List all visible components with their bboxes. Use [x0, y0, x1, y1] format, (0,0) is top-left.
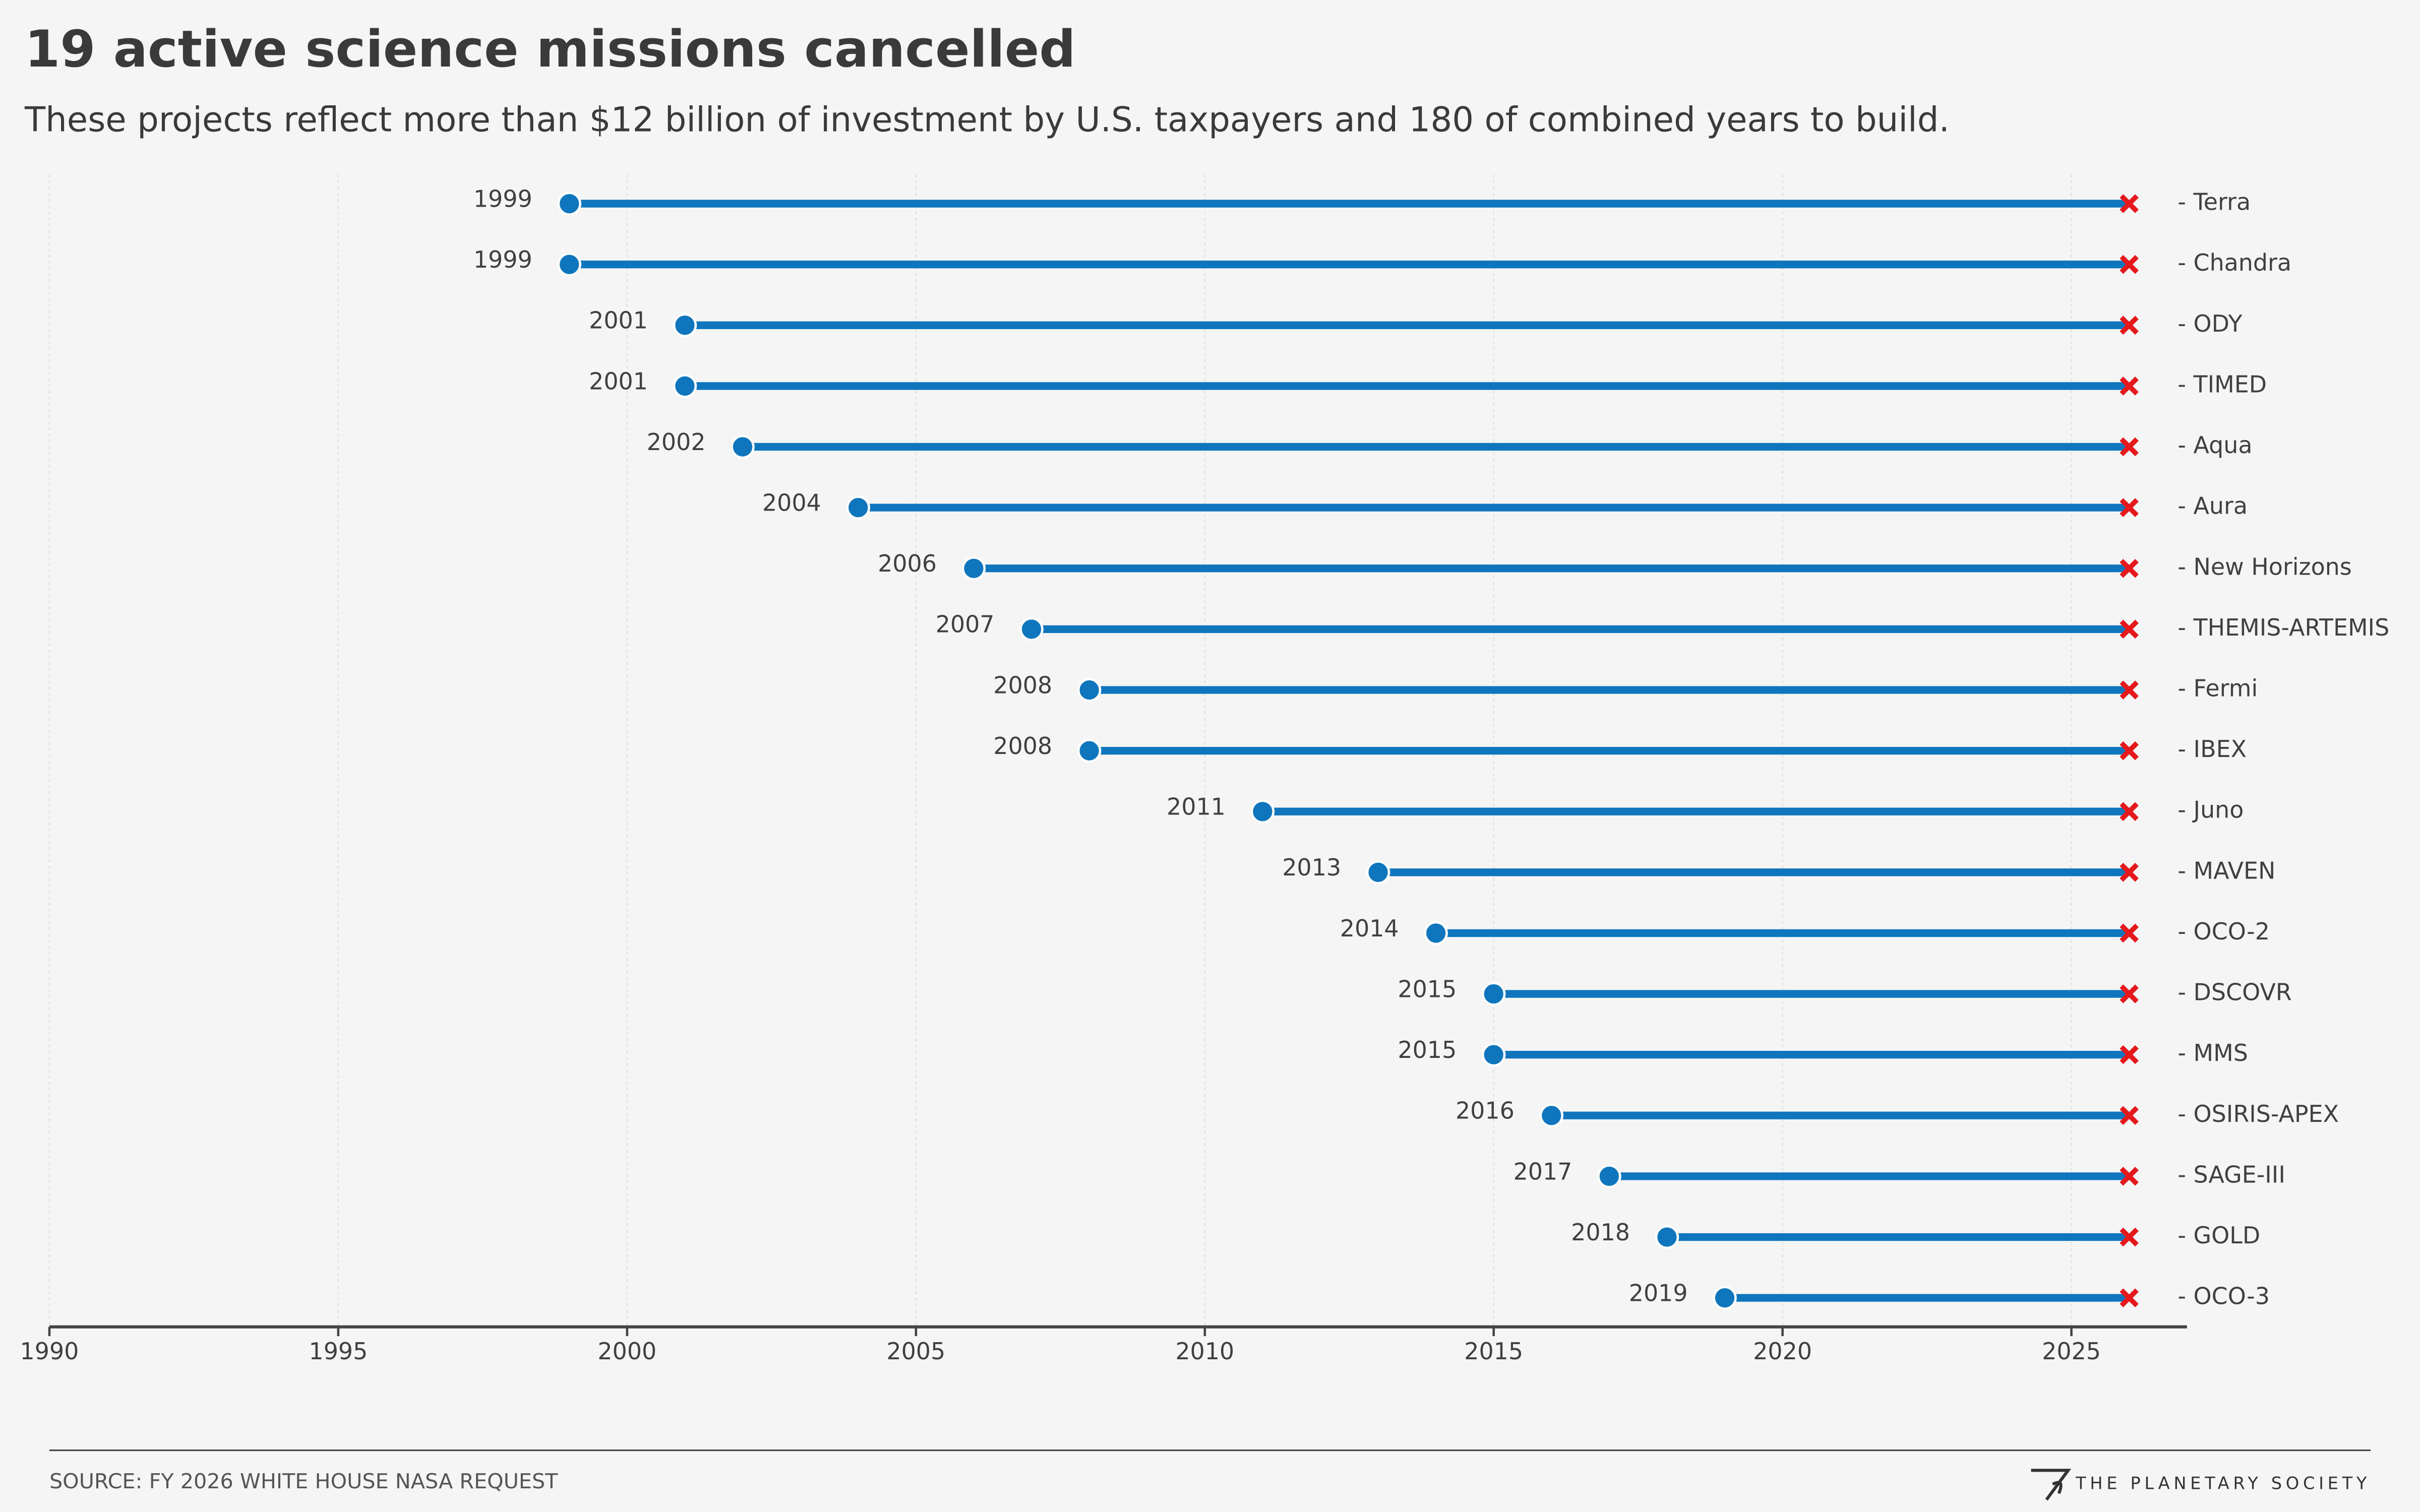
start-label: 2015 [1398, 1036, 1457, 1063]
start-dot [1250, 799, 1275, 824]
x-tick-label: 2010 [1175, 1338, 1234, 1365]
end-mark [2120, 558, 2139, 578]
end-mark [2120, 1227, 2139, 1247]
end-mark [2120, 255, 2139, 274]
category-label: - Juno [2177, 796, 2244, 824]
category-label: - TIMED [2177, 370, 2267, 398]
category-label: - Chandra [2177, 249, 2291, 276]
start-dot [846, 495, 870, 520]
start-label: 2013 [1282, 854, 1341, 881]
start-label: 2001 [589, 307, 648, 334]
start-dot [1539, 1103, 1563, 1127]
start-label: 1999 [473, 185, 532, 212]
start-label: 2008 [993, 732, 1052, 760]
category-label: - MMS [2177, 1039, 2248, 1066]
start-label: 2018 [1571, 1219, 1630, 1246]
category-label: - DSCOVR [2177, 979, 2291, 1006]
category-label: - IBEX [2177, 735, 2247, 763]
x-tick-label: 2020 [1753, 1338, 1812, 1365]
chart-subtitle: These projects reflect more than $12 bil… [24, 99, 1950, 139]
start-dot [1366, 860, 1390, 885]
start-dot [673, 374, 697, 398]
end-mark [2120, 680, 2139, 700]
start-label: 2014 [1340, 915, 1399, 942]
end-mark [2120, 863, 2139, 882]
category-label: - Aura [2177, 492, 2248, 520]
category-label: - New Horizons [2177, 553, 2351, 580]
start-dot [1597, 1164, 1621, 1188]
start-label: 2001 [589, 367, 648, 395]
chart-title: 19 active science missions cancelled [25, 19, 1076, 79]
x-tick-label: 2015 [1464, 1338, 1523, 1365]
start-dot [1713, 1286, 1737, 1310]
start-dot [961, 556, 986, 581]
start-label: 2011 [1167, 793, 1226, 821]
start-label: 2008 [993, 671, 1052, 699]
start-label: 2019 [1629, 1279, 1688, 1306]
end-mark [2120, 194, 2139, 213]
category-label: - ODY [2177, 310, 2243, 337]
end-mark [2120, 1167, 2139, 1186]
start-label: 2004 [762, 489, 821, 517]
source: SOURCE: FY 2026 WHITE HOUSE NASA REQUEST [49, 1469, 558, 1493]
end-mark [2120, 376, 2139, 396]
start-label: 2006 [878, 550, 937, 577]
start-dot [1019, 617, 1044, 642]
x-tick-label: 1990 [20, 1338, 79, 1365]
start-dot [1481, 1042, 1506, 1067]
start-dot [673, 313, 697, 338]
start-label: 1999 [473, 246, 532, 273]
end-mark [2120, 619, 2139, 639]
start-dot [557, 192, 581, 216]
brand-logo [2031, 1469, 2072, 1501]
x-tick-label: 1995 [309, 1338, 368, 1365]
start-dot [1077, 678, 1102, 702]
start-label: 2007 [936, 611, 995, 638]
x-tick-label: 2005 [886, 1338, 945, 1365]
end-mark [2120, 437, 2139, 457]
end-mark [2120, 984, 2139, 1003]
start-dot [557, 252, 581, 277]
x-tick-label: 2000 [597, 1338, 656, 1365]
start-label: 2016 [1456, 1097, 1515, 1124]
end-mark [2120, 1106, 2139, 1125]
start-dot [1481, 982, 1506, 1006]
start-label: 2015 [1398, 975, 1457, 1002]
end-mark [2120, 1288, 2139, 1307]
category-label: - THEMIS-ARTEMIS [2177, 614, 2389, 641]
category-label: - Aqua [2177, 431, 2252, 459]
category-label: - Terra [2177, 188, 2251, 216]
start-label: 2002 [647, 428, 706, 456]
category-label: - OSIRIS-APEX [2177, 1100, 2339, 1127]
category-label: - MAVEN [2177, 857, 2275, 884]
category-label: - OCO-3 [2177, 1283, 2270, 1310]
start-dot [1424, 921, 1448, 946]
end-mark [2120, 741, 2139, 761]
start-label: 2017 [1514, 1158, 1572, 1185]
end-mark [2120, 802, 2139, 821]
category-label: - OCO-2 [2177, 918, 2270, 945]
start-dot [1077, 738, 1102, 763]
category-label: - Fermi [2177, 674, 2258, 702]
end-mark [2120, 923, 2139, 943]
end-mark [2120, 316, 2139, 335]
category-label: - GOLD [2177, 1222, 2260, 1249]
category-label: - SAGE-III [2177, 1161, 2285, 1188]
end-mark [2120, 498, 2139, 517]
brand: THE PLANETARY SOCIETY [2075, 1473, 2371, 1493]
start-dot [1655, 1225, 1679, 1249]
end-mark [2120, 1045, 2139, 1064]
start-dot [731, 434, 755, 459]
x-tick-label: 2025 [2042, 1338, 2101, 1365]
